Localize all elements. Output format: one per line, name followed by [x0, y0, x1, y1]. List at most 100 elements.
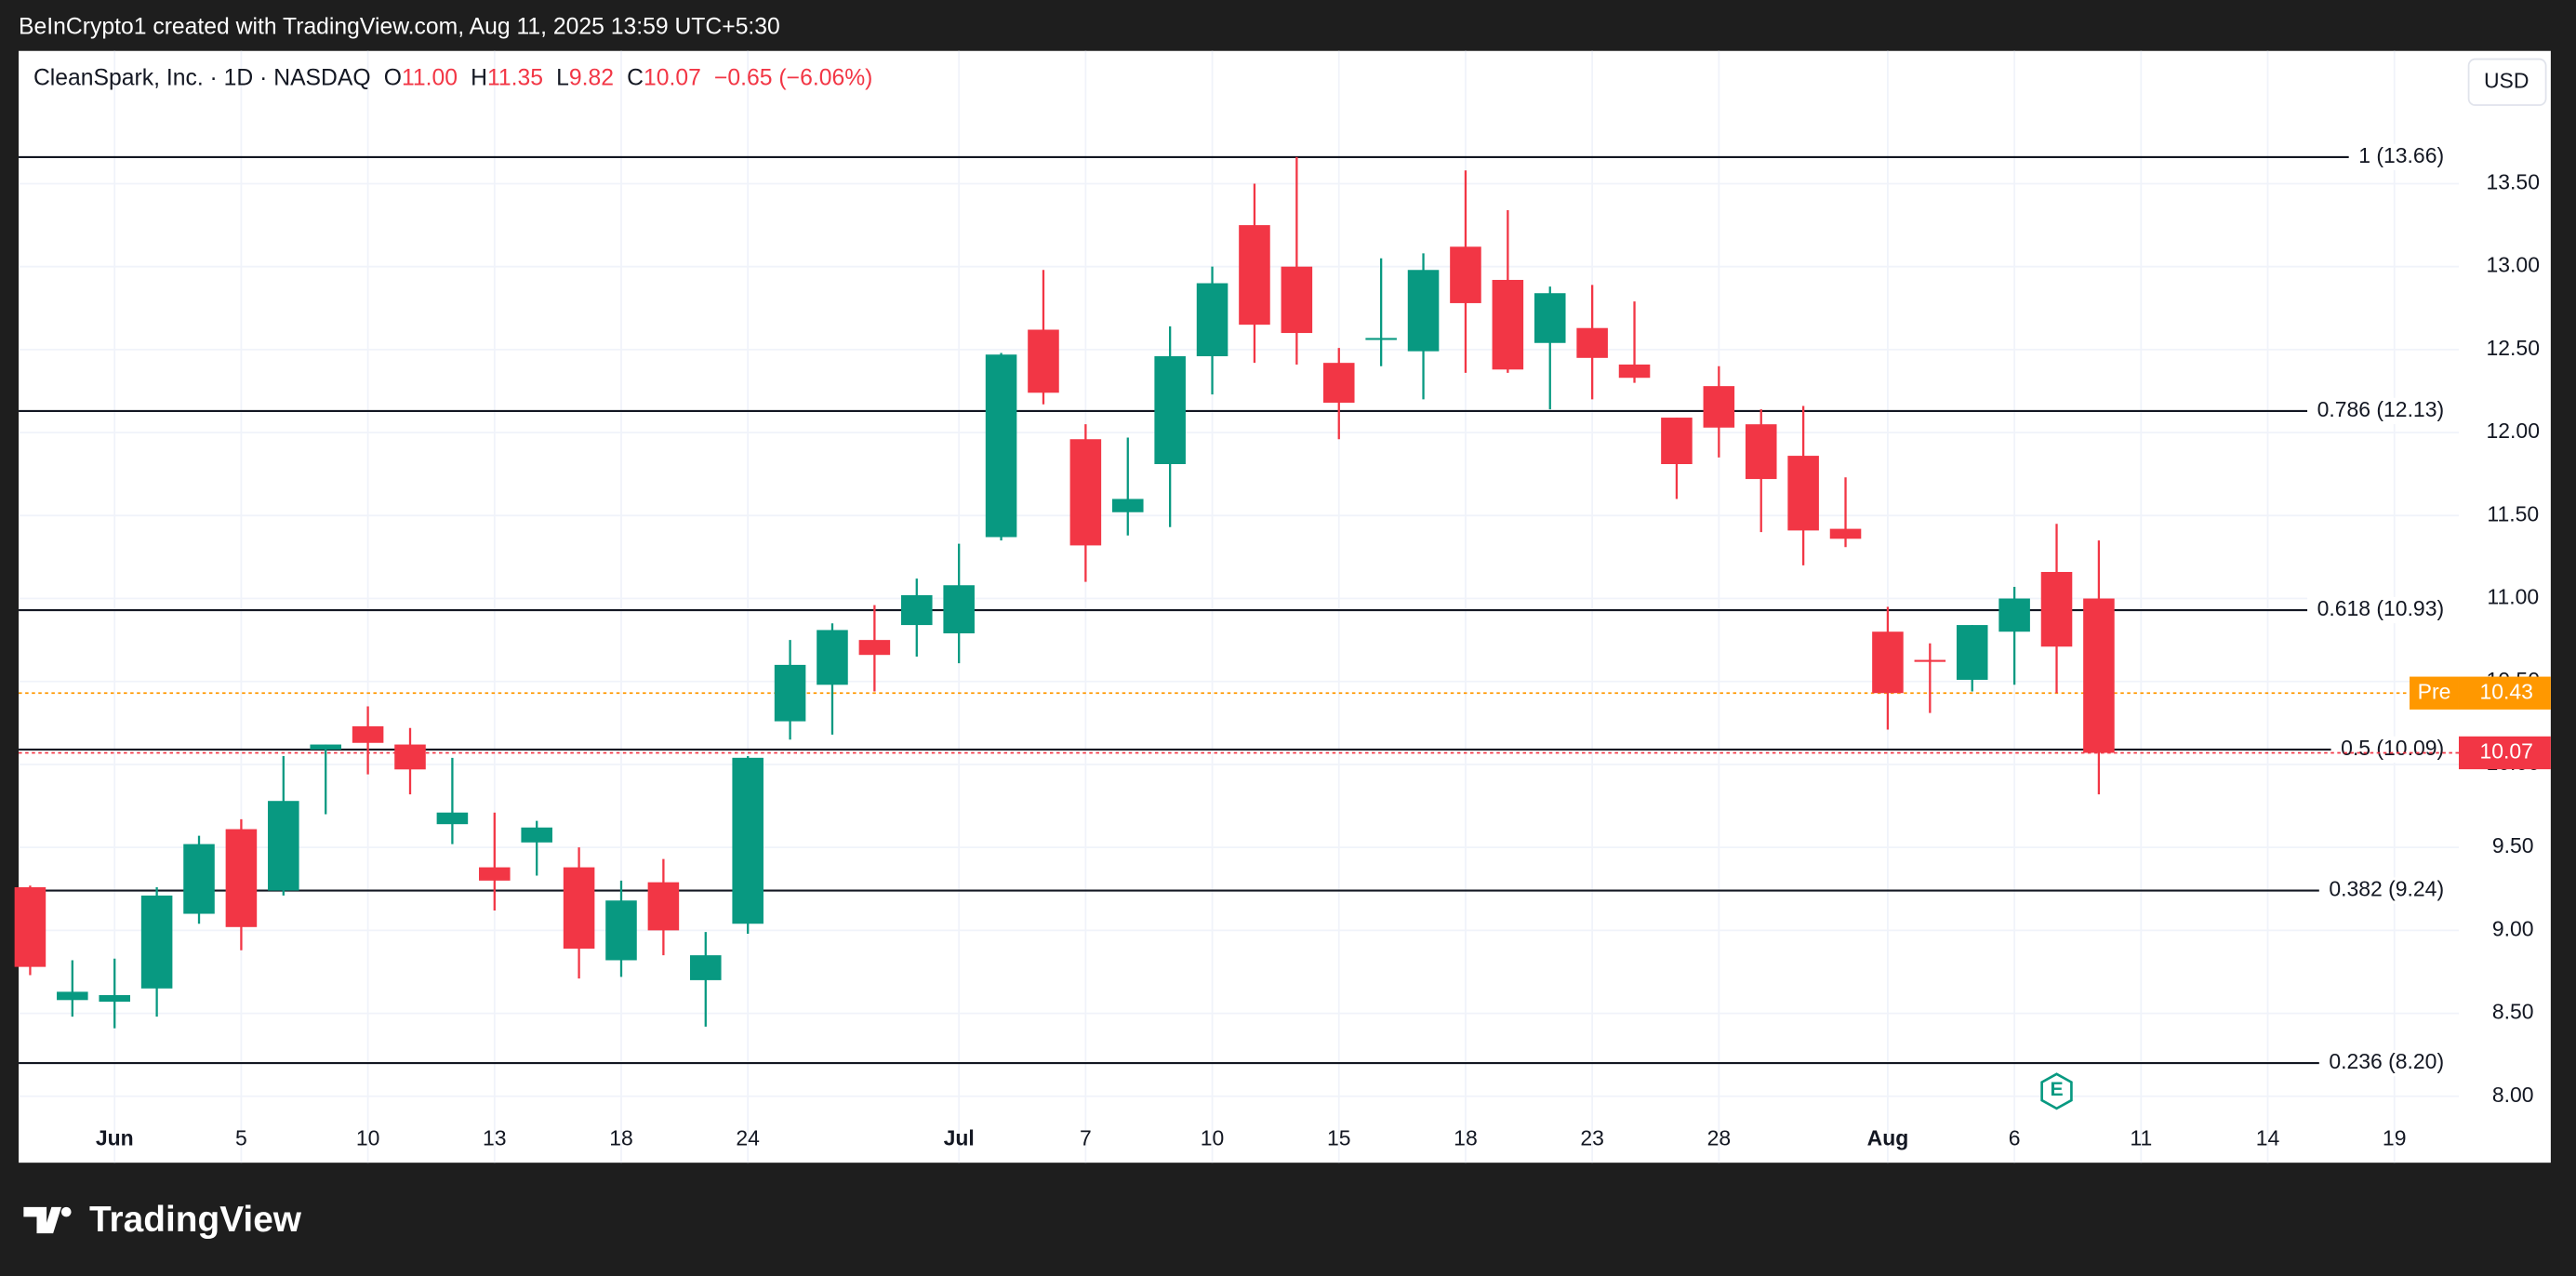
pre-market-tag-bg — [2410, 676, 2459, 710]
candle-body — [1281, 266, 1313, 334]
candle-body — [1703, 386, 1735, 428]
currency-button[interactable]: USD — [2467, 58, 2547, 106]
candle-body — [1661, 418, 1693, 465]
candle-body — [1111, 498, 1144, 512]
y-tick-label: 9.50 — [2492, 833, 2534, 857]
candle-body — [1576, 327, 1608, 358]
pre-market-tag: Pre — [2418, 679, 2451, 703]
candle-body — [57, 991, 88, 1001]
candle-body — [2040, 571, 2073, 647]
candle-body — [647, 882, 680, 931]
earnings-marker: E — [2050, 1079, 2063, 1100]
y-tick-label: 13.00 — [2487, 253, 2540, 277]
x-tick-label: 24 — [736, 1126, 760, 1150]
level-label-bg — [2330, 736, 2461, 764]
level-label-bg — [2318, 1049, 2461, 1077]
ohlc-label: C — [627, 65, 644, 90]
x-tick-label: 19 — [2383, 1126, 2407, 1150]
y-tick-label: 8.00 — [2492, 1083, 2534, 1107]
candle-body — [605, 900, 637, 961]
y-tick-label: 11.50 — [2487, 501, 2539, 525]
x-tick-label: Jun — [96, 1126, 134, 1150]
candle-body — [521, 827, 552, 843]
level-label: 1 (13.66) — [2358, 143, 2444, 167]
x-tick-label: 10 — [356, 1126, 380, 1150]
price-change: −0.65 (−6.06%) — [714, 65, 872, 90]
ohlc-value: 10.07 — [644, 65, 701, 90]
level-label-bg — [2318, 877, 2461, 904]
x-tick-label: 6 — [2009, 1126, 2021, 1150]
last-price-bg — [2458, 736, 2551, 770]
level-label: 0.786 (12.13) — [2317, 397, 2444, 421]
x-tick-label: Jul — [944, 1126, 975, 1150]
candle-body — [1492, 279, 1524, 370]
candle-body — [1239, 225, 1270, 326]
candle-body — [563, 867, 595, 949]
candle-body — [1154, 356, 1186, 465]
symbol-title: CleanSpark, Inc. · 1D · NASDAQ — [33, 65, 371, 90]
last-price: 10.07 — [2479, 739, 2532, 764]
candle-body — [1914, 659, 1946, 662]
candle-body — [479, 867, 511, 881]
candle-body — [1829, 528, 1862, 539]
x-tick-label: 18 — [1454, 1126, 1478, 1150]
candle-body — [268, 801, 299, 891]
candle-body — [690, 955, 722, 980]
candle-body — [352, 725, 384, 743]
earnings-marker-icon — [2040, 1072, 2073, 1110]
level-label-bg — [2307, 397, 2461, 425]
candle-body — [1787, 456, 1819, 531]
ohlc-value: 11.35 — [487, 65, 543, 90]
level-label-bg — [2307, 596, 2461, 624]
candle-body — [183, 844, 215, 914]
candle-body — [943, 585, 975, 633]
candle-body — [140, 895, 173, 989]
level-label: 0.618 (10.93) — [2317, 596, 2444, 620]
level-label-bg — [2348, 143, 2461, 171]
y-tick-label: 8.50 — [2492, 1000, 2534, 1024]
y-tick-label: 12.50 — [2487, 336, 2540, 360]
candle-body — [985, 354, 1017, 538]
currency-box[interactable] — [2467, 58, 2547, 106]
level-label: 0.236 (8.20) — [2329, 1049, 2444, 1073]
x-tick-label: 14 — [2256, 1126, 2280, 1150]
candle-body — [1618, 364, 1651, 379]
pre-market-price-bg — [2458, 676, 2551, 710]
x-tick-label: Aug — [1867, 1126, 1909, 1150]
candle-body — [817, 630, 848, 685]
ohlc-label: O — [384, 65, 402, 90]
ohlc-label: H — [471, 65, 487, 90]
candle-body — [1196, 283, 1228, 357]
candle-body — [394, 744, 426, 770]
ohlc-value: 9.82 — [569, 65, 614, 90]
logo-dot — [60, 1206, 72, 1217]
pre-market-price: 10.43 — [2479, 679, 2532, 703]
candle-body — [732, 757, 764, 924]
x-tick-label: 10 — [1201, 1126, 1225, 1150]
x-tick-label: 11 — [2130, 1126, 2152, 1150]
candle-body — [1745, 424, 1777, 480]
candle-body — [436, 812, 469, 825]
x-tick-label: 15 — [1327, 1126, 1351, 1150]
logo: TradingView — [23, 1200, 302, 1240]
candle-body — [1998, 598, 2030, 632]
candle-body — [1956, 625, 1988, 680]
candle-body — [1322, 363, 1355, 403]
y-tick-label: 9.00 — [2492, 916, 2534, 940]
candle-body — [1365, 338, 1397, 340]
x-tick-label: 5 — [235, 1126, 247, 1150]
candle-body — [1028, 329, 1059, 393]
candle-body — [1069, 439, 1102, 546]
candle-body — [99, 994, 130, 1003]
y-tick-label: 11.00 — [2487, 585, 2539, 609]
logo-icon — [23, 1206, 61, 1234]
chart-panel — [19, 50, 2551, 1163]
currency-label[interactable]: USD — [2484, 68, 2529, 92]
x-tick-label: 18 — [609, 1126, 633, 1150]
candle-body — [774, 664, 806, 722]
y-tick-label: 12.00 — [2487, 419, 2540, 443]
y-tick-label: 13.50 — [2487, 170, 2540, 194]
candle-body — [2083, 598, 2115, 753]
